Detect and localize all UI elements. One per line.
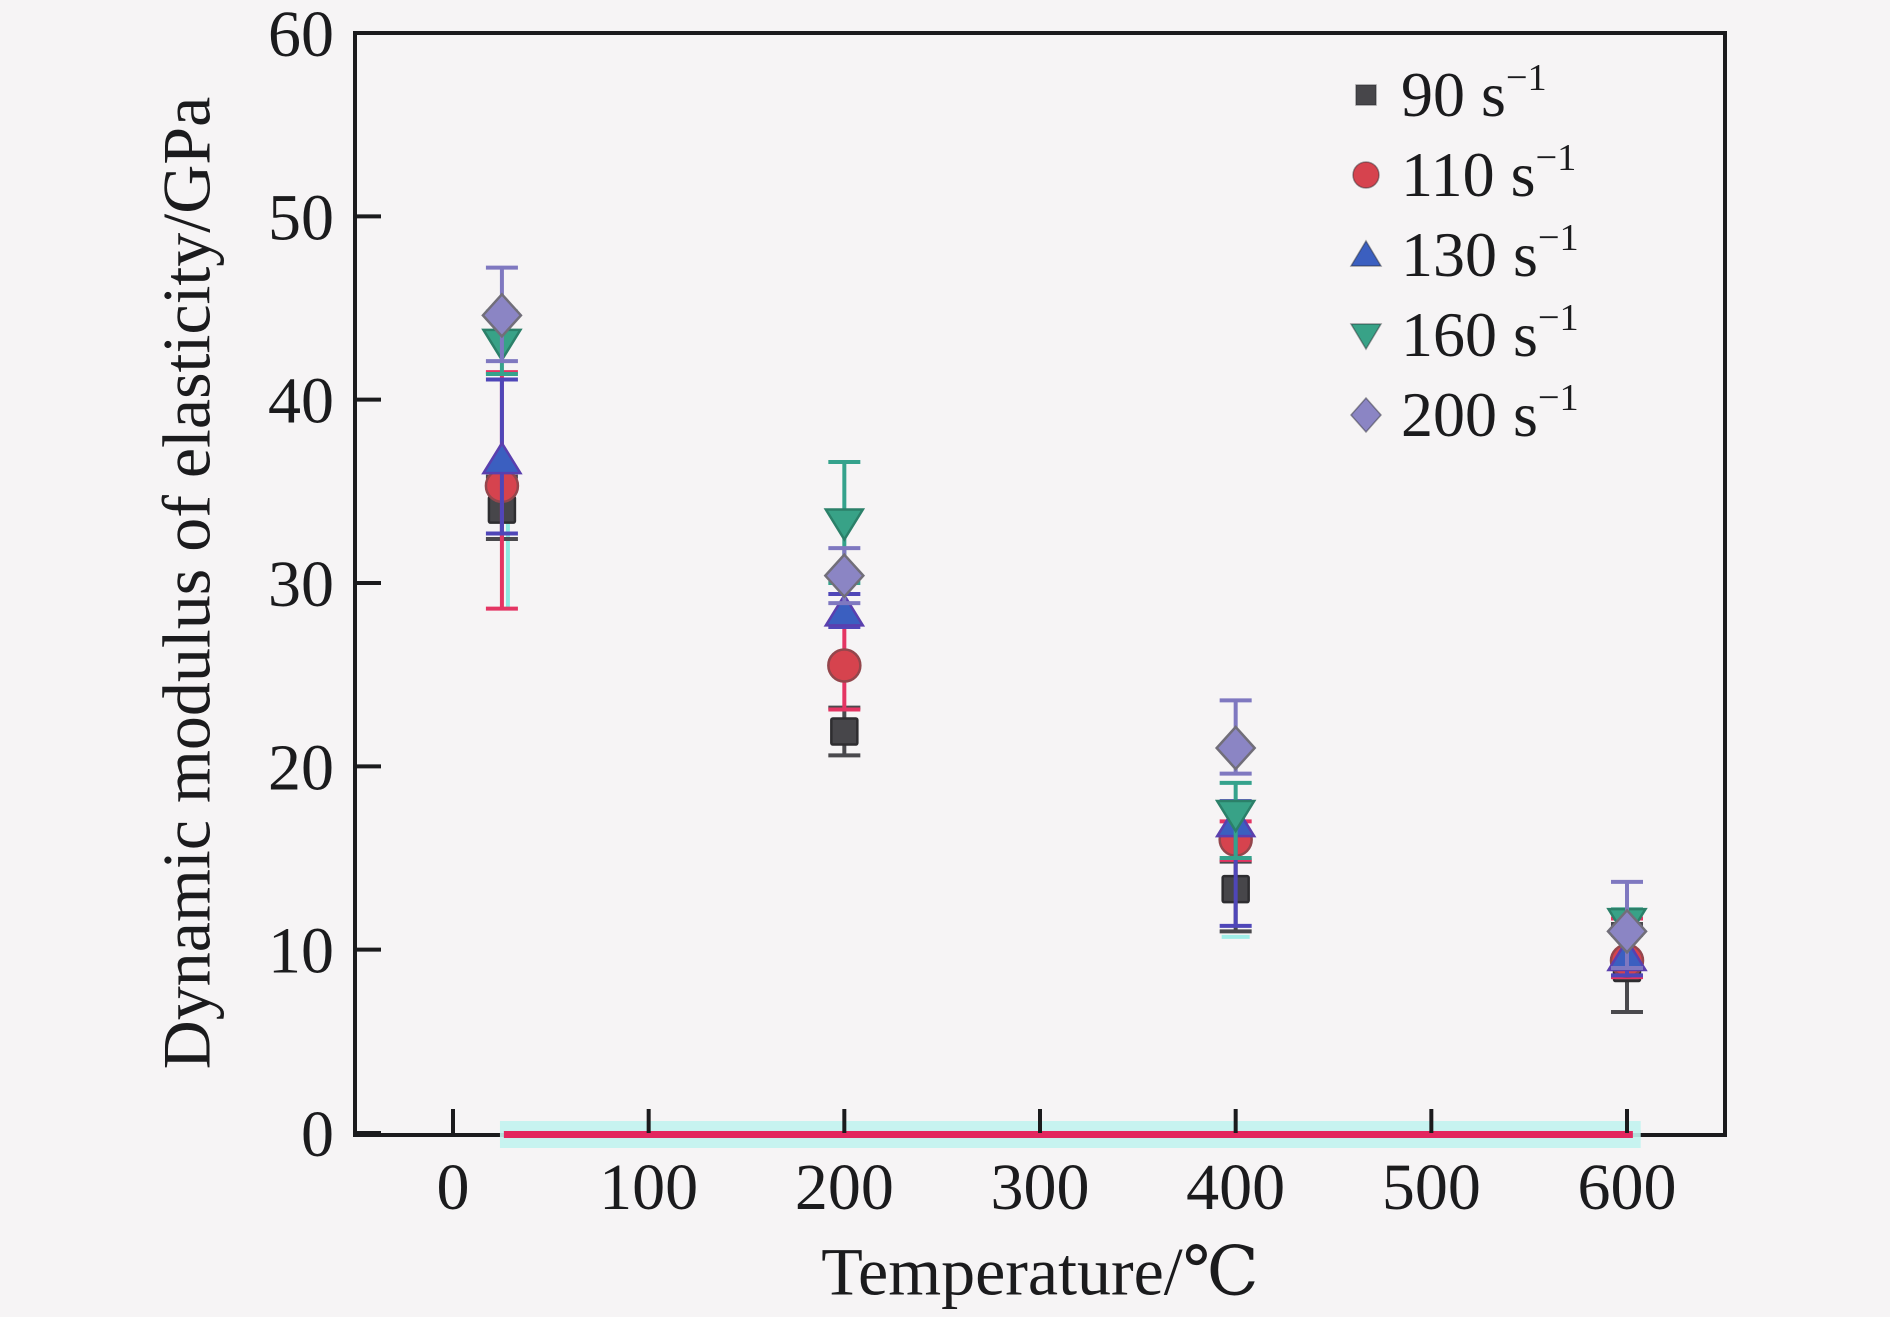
data-point-s4-t25 xyxy=(481,292,523,339)
y-tick-label-40: 40 xyxy=(268,365,334,438)
legend-label-90: 90 s−1 xyxy=(1401,56,1547,130)
x-tick-label-600: 600 xyxy=(1578,1151,1677,1224)
x-tick-label-400: 400 xyxy=(1186,1151,1285,1224)
legend-label-160: 160 s−1 xyxy=(1401,296,1579,370)
circle-marker-icon xyxy=(1352,161,1380,189)
x-tick-label-300: 300 xyxy=(991,1151,1090,1224)
y-tick-label-0: 0 xyxy=(301,1098,334,1171)
triangle-down-marker-icon xyxy=(1349,323,1383,351)
diamond-marker-icon xyxy=(1349,396,1383,434)
data-point-s3-t400 xyxy=(1214,799,1257,834)
legend-label-130: 130 s−1 xyxy=(1401,216,1579,290)
legend-item-110: 110 s−1 xyxy=(1344,135,1579,215)
y-tick-label-50: 50 xyxy=(268,181,334,254)
x-tick-label-100: 100 xyxy=(599,1151,698,1224)
baseline-crimson-line xyxy=(503,1131,1633,1138)
data-point-s2-t200 xyxy=(823,592,866,627)
x-tick-label-500: 500 xyxy=(1382,1151,1481,1224)
data-point-s3-t200 xyxy=(823,508,866,542)
data-point-s0-t200 xyxy=(830,717,859,746)
data-point-s4-t200 xyxy=(823,552,866,599)
data-point-s2-t25 xyxy=(481,440,523,475)
y-tick-label-20: 20 xyxy=(268,731,334,804)
x-axis-label: Temperature/℃ xyxy=(821,1233,1259,1310)
data-point-s4-t400 xyxy=(1214,725,1257,771)
legend-item-130: 130 s−1 xyxy=(1344,215,1579,295)
legend-item-200: 200 s−1 xyxy=(1344,375,1579,455)
data-point-s1-t200 xyxy=(827,648,862,683)
data-point-s4-t600 xyxy=(1606,908,1648,955)
x-tick-label-0: 0 xyxy=(437,1151,470,1224)
y-axis-label: Dynamic modulus of elasticity/GPa xyxy=(148,96,225,1070)
triangle-up-marker-icon xyxy=(1349,239,1383,267)
y-tick-label-10: 10 xyxy=(268,915,334,988)
legend: 90 s−1 110 s−1 130 s−1 160 s−1 200 s−1 xyxy=(1344,55,1579,455)
legend-item-160: 160 s−1 xyxy=(1344,295,1579,375)
legend-item-90: 90 s−1 xyxy=(1344,55,1579,135)
x-tick-label-200: 200 xyxy=(795,1151,894,1224)
legend-label-200: 200 s−1 xyxy=(1401,376,1579,450)
square-marker-icon xyxy=(1355,84,1377,106)
legend-label-110: 110 s−1 xyxy=(1401,136,1577,210)
y-tick-label-60: 60 xyxy=(268,0,334,71)
y-tick-label-30: 30 xyxy=(268,548,334,621)
